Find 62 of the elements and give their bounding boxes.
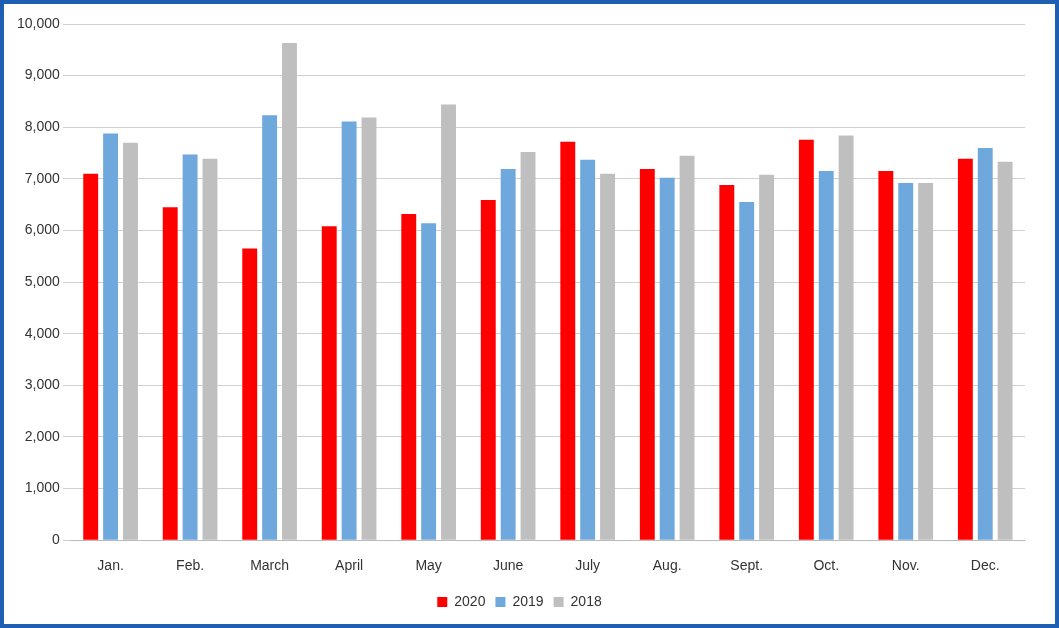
y-tick-label: 6,000 bbox=[24, 221, 61, 238]
x-tick-label: Dec. bbox=[970, 557, 1000, 574]
bar bbox=[898, 182, 914, 540]
x-tick-label: Jan. bbox=[97, 557, 124, 574]
bar bbox=[182, 154, 198, 540]
bar bbox=[262, 115, 278, 540]
bar bbox=[878, 171, 894, 540]
bar bbox=[321, 226, 337, 540]
legend-label: 2020 bbox=[454, 592, 486, 609]
bar bbox=[123, 142, 138, 540]
bar bbox=[997, 161, 1013, 540]
bar bbox=[639, 169, 655, 540]
x-tick-label: July bbox=[575, 557, 601, 574]
x-tick-label: April bbox=[335, 557, 364, 574]
x-tick-label: Feb. bbox=[176, 557, 205, 574]
bar bbox=[421, 223, 437, 540]
bar bbox=[282, 43, 297, 540]
bar bbox=[103, 133, 119, 540]
bar bbox=[361, 117, 377, 540]
bar bbox=[401, 213, 417, 540]
x-tick-label: Aug. bbox=[652, 557, 682, 574]
bar bbox=[520, 152, 536, 540]
y-tick-label: 4,000 bbox=[24, 324, 61, 341]
bar bbox=[659, 177, 675, 540]
bar bbox=[818, 171, 834, 540]
bar bbox=[341, 121, 357, 540]
x-tick-label: March bbox=[250, 557, 290, 574]
bar bbox=[719, 185, 735, 540]
bar bbox=[202, 158, 218, 540]
x-tick-label: Sept. bbox=[730, 557, 764, 574]
bar bbox=[838, 135, 854, 540]
y-tick-label: 10,000 bbox=[16, 14, 61, 31]
bar bbox=[679, 155, 695, 540]
legend-label: 2019 bbox=[512, 592, 544, 609]
legend-label: 2018 bbox=[570, 592, 602, 609]
y-tick-label: 1,000 bbox=[24, 479, 61, 496]
bar bbox=[918, 182, 934, 540]
y-tick-label: 7,000 bbox=[24, 169, 61, 186]
bar bbox=[600, 173, 615, 540]
bar bbox=[162, 207, 178, 540]
x-tick-label: June bbox=[492, 557, 524, 574]
bar bbox=[560, 141, 576, 540]
x-tick-label: Oct. bbox=[813, 557, 840, 574]
bar bbox=[480, 200, 496, 540]
bar bbox=[83, 173, 99, 540]
bar bbox=[441, 104, 456, 540]
y-tick-label: 8,000 bbox=[24, 118, 61, 135]
bar bbox=[759, 174, 775, 540]
bar bbox=[500, 169, 516, 540]
x-tick-label: May bbox=[415, 557, 442, 574]
y-tick-label: 9,000 bbox=[24, 66, 61, 83]
y-tick-label: 2,000 bbox=[24, 427, 61, 444]
bar bbox=[580, 159, 596, 540]
x-tick-label: Nov. bbox=[891, 557, 920, 574]
bar bbox=[242, 248, 258, 540]
bar bbox=[798, 139, 814, 540]
y-tick-label: 3,000 bbox=[24, 376, 61, 393]
y-tick-label: 5,000 bbox=[24, 272, 61, 289]
bar bbox=[739, 202, 755, 540]
y-tick-label: 0 bbox=[52, 531, 61, 548]
bar bbox=[977, 147, 993, 540]
bar bbox=[957, 158, 973, 540]
